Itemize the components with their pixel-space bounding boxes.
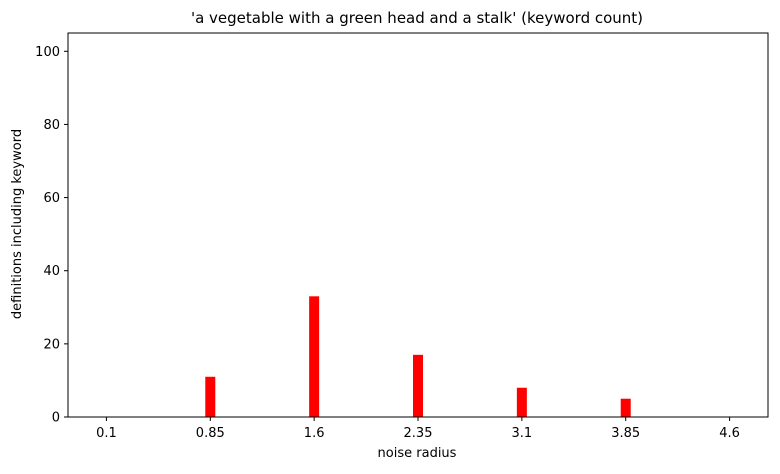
x-tick-label: 2.35: [404, 426, 433, 441]
y-tick-label: 20: [43, 337, 60, 352]
x-tick-label: 0.1: [96, 426, 117, 441]
axes-layer: 0.1 0.85 1.6 2.35 3.1 3.85 4.6 0 20 40 60 80 100: [35, 45, 740, 441]
plot-frame: [67, 32, 769, 418]
y-tick-label: 80: [43, 118, 60, 133]
y-tick-label: 100: [35, 45, 60, 60]
y-tick-label: 60: [43, 191, 60, 206]
x-tick-label: 4.6: [719, 426, 740, 441]
bar-2.35: [413, 354, 423, 417]
bar-3.1: [516, 387, 527, 417]
y-axis-label: definitions including keyword: [10, 129, 25, 319]
y-tick-label: 40: [43, 264, 60, 279]
bar-1.6: [309, 296, 320, 417]
x-tick-label: 3.1: [512, 426, 533, 441]
x-tick-label: 0.85: [196, 426, 225, 441]
chart-title: 'a vegetable with a green head and a sta…: [191, 9, 643, 27]
y-tick-label: 0: [52, 411, 60, 426]
x-axis-label: noise radius: [378, 446, 457, 461]
x-tick-label: 1.6: [304, 426, 325, 441]
bars-layer: [205, 296, 631, 417]
bar-0.85: [205, 376, 216, 417]
bar-3.85: [620, 398, 631, 417]
x-tick-label: 3.85: [611, 426, 640, 441]
